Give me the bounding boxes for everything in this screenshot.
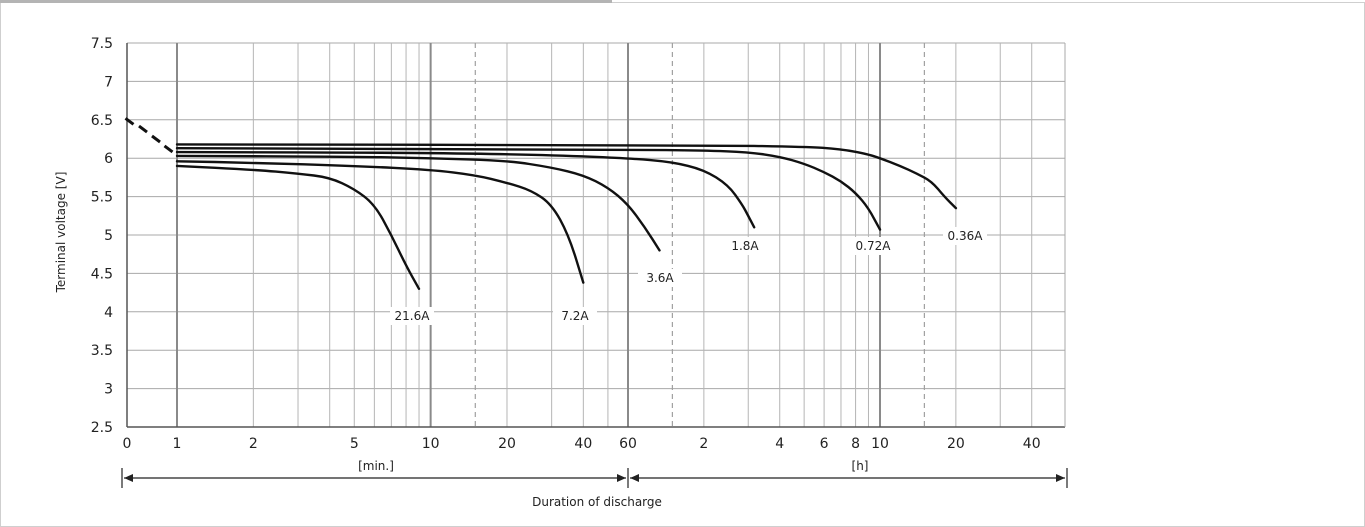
x-tick-label: 20 <box>498 436 516 452</box>
series-label-bg <box>943 227 987 245</box>
series-label: 0.36A <box>948 229 984 243</box>
y-tick-label: 7.5 <box>91 36 113 52</box>
initial-marker <box>138 124 148 134</box>
x-tick-label: 1 <box>173 436 182 452</box>
x-tick-label: 40 <box>574 436 592 452</box>
initial-marker <box>124 117 135 126</box>
series-line-1.8A <box>175 150 756 229</box>
initial-marker <box>151 134 161 144</box>
y-tick-label: 2.5 <box>91 420 113 436</box>
y-tick-label: 4 <box>104 305 113 321</box>
series-line-7.2A <box>175 160 585 284</box>
x-tick-label: 4 <box>775 436 784 452</box>
series-line-0.72A <box>175 147 882 231</box>
x-tick-label: 5 <box>350 436 359 452</box>
x-tick-label: 0 <box>123 436 132 452</box>
x-tick-label: 10 <box>422 436 440 452</box>
top-rule <box>612 2 1365 3</box>
x-axis-label: Duration of discharge <box>532 495 662 509</box>
series-label: 1.8A <box>731 239 759 253</box>
y-tick-label: 3.5 <box>91 343 113 359</box>
series-label: 21.6A <box>395 309 431 323</box>
y-tick-label: 5.5 <box>91 190 113 206</box>
x-tick-label: 2 <box>699 436 708 452</box>
y-tick-label: 7 <box>104 74 113 90</box>
y-axis-label: Terminal voltage [V] <box>54 172 68 294</box>
discharge-curves <box>175 143 958 290</box>
x-tick-label: 2 <box>249 436 258 452</box>
arrow-mid-right <box>630 474 639 482</box>
x-tick-label: 40 <box>1023 436 1041 452</box>
series-labels: 21.6A 7.2A 3.6A 1.8A 0.72A 0.36A <box>390 227 987 325</box>
y-tick-label: 6 <box>104 151 113 167</box>
series-line-3.6A <box>175 154 661 252</box>
series-label-bg <box>851 237 895 255</box>
x-tick-labels: 0 1 2 5 10 20 40 60 2 4 6 8 10 20 40 <box>123 436 1041 452</box>
series-label-bg <box>390 307 434 325</box>
arrow-left <box>124 474 133 482</box>
x-tick-label: 10 <box>871 436 889 452</box>
duration-axis <box>121 468 1068 488</box>
series-label: 0.72A <box>856 239 892 253</box>
arrow-mid-left <box>617 474 626 482</box>
series-label: 7.2A <box>561 309 589 323</box>
y-tick-label: 4.5 <box>91 266 113 282</box>
series-label-bg <box>723 237 767 255</box>
y-tick-labels: 2.5 3 3.5 4 4.5 5 5.5 6 6.5 7 7.5 <box>91 36 113 436</box>
x-tick-label: 6 <box>820 436 829 452</box>
x-tick-label: 8 <box>851 436 860 452</box>
series-label: 3.6A <box>646 271 674 285</box>
x-tick-label: 20 <box>947 436 965 452</box>
y-tick-label: 3 <box>104 382 113 398</box>
initial-marker <box>163 144 174 154</box>
x-tick-label: 60 <box>619 436 637 452</box>
grid-lines <box>126 42 1066 428</box>
y-tick-label: 5 <box>104 228 113 244</box>
y-tick-label: 6.5 <box>91 113 113 129</box>
top-accent-bar <box>0 0 612 3</box>
hours-unit-label: [h] <box>852 459 869 473</box>
series-label-bg <box>638 269 682 287</box>
initial-voltage-markers <box>124 117 174 154</box>
series-label-bg <box>553 307 597 325</box>
arrow-right <box>1056 474 1065 482</box>
series-line-0.36A <box>175 143 958 210</box>
minutes-unit-label: [min.] <box>358 459 394 473</box>
series-line-21.6A <box>175 164 421 290</box>
